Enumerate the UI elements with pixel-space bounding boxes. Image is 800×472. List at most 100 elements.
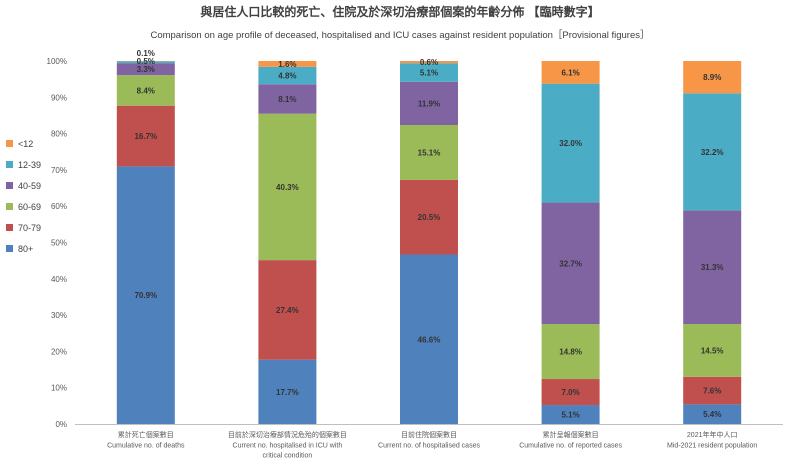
- bar-segment-under-12: [258, 61, 317, 67]
- data-label: 14.5%: [701, 346, 724, 355]
- data-label: 0.1%: [137, 49, 155, 58]
- chart-subtitle: Comparison on age profile of deceased, h…: [150, 30, 650, 41]
- data-label: 7.6%: [703, 387, 721, 396]
- y-tick-label: 70%: [51, 166, 67, 175]
- y-tick-label: 10%: [51, 384, 67, 393]
- data-label: 11.9%: [418, 99, 440, 108]
- data-label: 5.1%: [420, 68, 438, 77]
- data-label: 32.7%: [559, 259, 582, 268]
- bar-segment-under-12: [683, 61, 742, 94]
- data-label: 27.4%: [276, 306, 299, 315]
- bar-stacks: 70.9% 16.7% 8.4% 3.3%0.5%0.1% 17.7% 27.4% 40.3…: [116, 49, 742, 425]
- legend-swatch: [6, 161, 13, 168]
- bar-segment-40-59: [116, 63, 175, 76]
- legend-item-40-59: 40-59: [6, 175, 66, 196]
- y-tick-label: 60%: [51, 202, 67, 211]
- bar-segment-80-plus: [400, 254, 458, 424]
- legend-swatch: [6, 182, 13, 189]
- data-label: 8.9%: [703, 73, 721, 82]
- bar-segment-70-79: [258, 260, 317, 360]
- x-category-label-en: Cumulative no. of deaths: [107, 443, 185, 450]
- legend-label: 12-39: [18, 159, 42, 170]
- bar-segment-70-79: [541, 379, 600, 406]
- bar-segment-40-59: [258, 84, 317, 114]
- bar-segment-70-79: [400, 179, 458, 255]
- bar-segment-40-59: [541, 202, 600, 325]
- x-category-label: 累計死亡個案數目 Cumulative no. of deaths: [107, 430, 185, 450]
- y-axis: 0% 10% 20% 30% 40% 50% 60% 70% 80% 90% 100%: [47, 57, 67, 429]
- bar-segment-60-69: [683, 324, 742, 377]
- legend-item-70-79: 70-79: [6, 217, 66, 238]
- bar-segment-12-39: [258, 66, 317, 85]
- bar-segment-12-39: [400, 63, 458, 82]
- data-label: 16.7%: [134, 132, 157, 141]
- bar-segment-70-79: [116, 105, 175, 167]
- data-label: 32.2%: [701, 148, 724, 157]
- bar-segment-70-79: [683, 376, 742, 405]
- x-category-label-zh: 目前住院個案數目: [401, 430, 457, 439]
- x-axis: 累計死亡個案數目 Cumulative no. of deaths 目前於深切治療部…: [75, 424, 783, 460]
- bar-segment-60-69: [541, 324, 600, 380]
- data-label: 0.6%: [420, 58, 438, 67]
- data-label: 6.1%: [561, 68, 579, 77]
- bar-stack: 5.4% 7.6% 14.5% 31.3% 32.2% 8.9%: [683, 61, 742, 424]
- legend-item-80-plus: 80+: [6, 238, 66, 259]
- legend-swatch: [6, 203, 13, 210]
- bar-stack: 46.6% 20.5% 15.1% 11.9% 5.1%0.6%: [400, 58, 458, 424]
- bar-stack: 17.7% 27.4% 40.3% 8.1% 4.8% 1.6%: [258, 60, 317, 424]
- legend-label: 70-79: [18, 222, 42, 233]
- data-label: 15.1%: [418, 148, 441, 157]
- legend-item-60-69: 60-69: [6, 196, 66, 217]
- bar-segment-under-12: [400, 61, 458, 64]
- bar-segment-12-39: [541, 83, 600, 203]
- data-label: 14.8%: [559, 348, 582, 357]
- bar-segment-80-plus: [683, 404, 742, 424]
- x-category-label-zh: 累計死亡個案數目: [118, 430, 174, 439]
- bar-segment-60-69: [258, 113, 317, 261]
- bar-segment-80-plus: [541, 405, 600, 424]
- x-category-label: 目前住院個案數目 Current no. of hospitalised case…: [378, 430, 480, 450]
- y-tick-label: 80%: [51, 130, 67, 139]
- x-category-label-zh: 累計呈報個案數目: [543, 430, 599, 439]
- bar-segment-12-39: [116, 61, 175, 64]
- legend-item-under-12: <12: [6, 133, 66, 154]
- data-label: 70.9%: [134, 291, 157, 300]
- data-label: 20.5%: [418, 213, 441, 222]
- data-label: 1.6%: [278, 60, 296, 69]
- bar-segment-80-plus: [116, 166, 175, 425]
- data-label: 46.6%: [418, 335, 441, 344]
- x-category-label-en: Current no. of hospitalised cases: [378, 443, 480, 450]
- bar-segment-under-12: [541, 61, 600, 84]
- x-category-label: 累計呈報個案數目 Cumulative no. of reported cases: [519, 430, 622, 450]
- x-category-label-zh: 目前於深切治療部情況危殆的個案數目: [228, 430, 347, 439]
- x-category-label-zh: 2021年年中人口: [687, 430, 738, 439]
- y-tick-label: 0%: [55, 420, 67, 429]
- x-category-label-en: Current no. hospitalised in ICU with: [233, 443, 343, 450]
- data-label: 7.0%: [561, 388, 579, 397]
- x-category-label: 2021年年中人口 Mid-2021 resident population: [667, 430, 757, 450]
- data-label: 5.1%: [561, 411, 579, 420]
- x-category-label-en: Mid-2021 resident population: [667, 443, 757, 450]
- legend-label: <12: [18, 138, 34, 149]
- bar-segment-60-69: [400, 125, 458, 180]
- x-category-label-en: Cumulative no. of reported cases: [519, 443, 622, 450]
- legend-item-12-39: 12-39: [6, 154, 66, 175]
- x-category-label: 目前於深切治療部情況危殆的個案數目 Current no. hospitalise…: [228, 430, 347, 460]
- y-tick-label: 20%: [51, 347, 67, 356]
- bar-segment-40-59: [683, 210, 742, 325]
- data-label: 40.3%: [276, 183, 299, 192]
- data-label: 17.7%: [276, 388, 299, 397]
- bar-segment-60-69: [116, 75, 175, 106]
- chart-title: 與居住人口比較的死亡、住院及於深切治療部個案的年齡分佈 【臨時數字】: [200, 5, 600, 19]
- data-label: 0.5%: [137, 57, 155, 66]
- x-category-label-en: critical condition: [262, 453, 312, 460]
- bar-segment-40-59: [400, 81, 458, 126]
- legend-label: 80+: [18, 243, 34, 254]
- data-label: 4.8%: [278, 72, 296, 81]
- data-label: 3.3%: [137, 65, 155, 74]
- legend-swatch: [6, 224, 13, 231]
- y-tick-label: 40%: [51, 275, 67, 284]
- bar-stack: 5.1% 7.0% 14.8% 32.7% 32.0% 6.1%: [541, 61, 600, 424]
- y-tick-label: 90%: [51, 93, 67, 102]
